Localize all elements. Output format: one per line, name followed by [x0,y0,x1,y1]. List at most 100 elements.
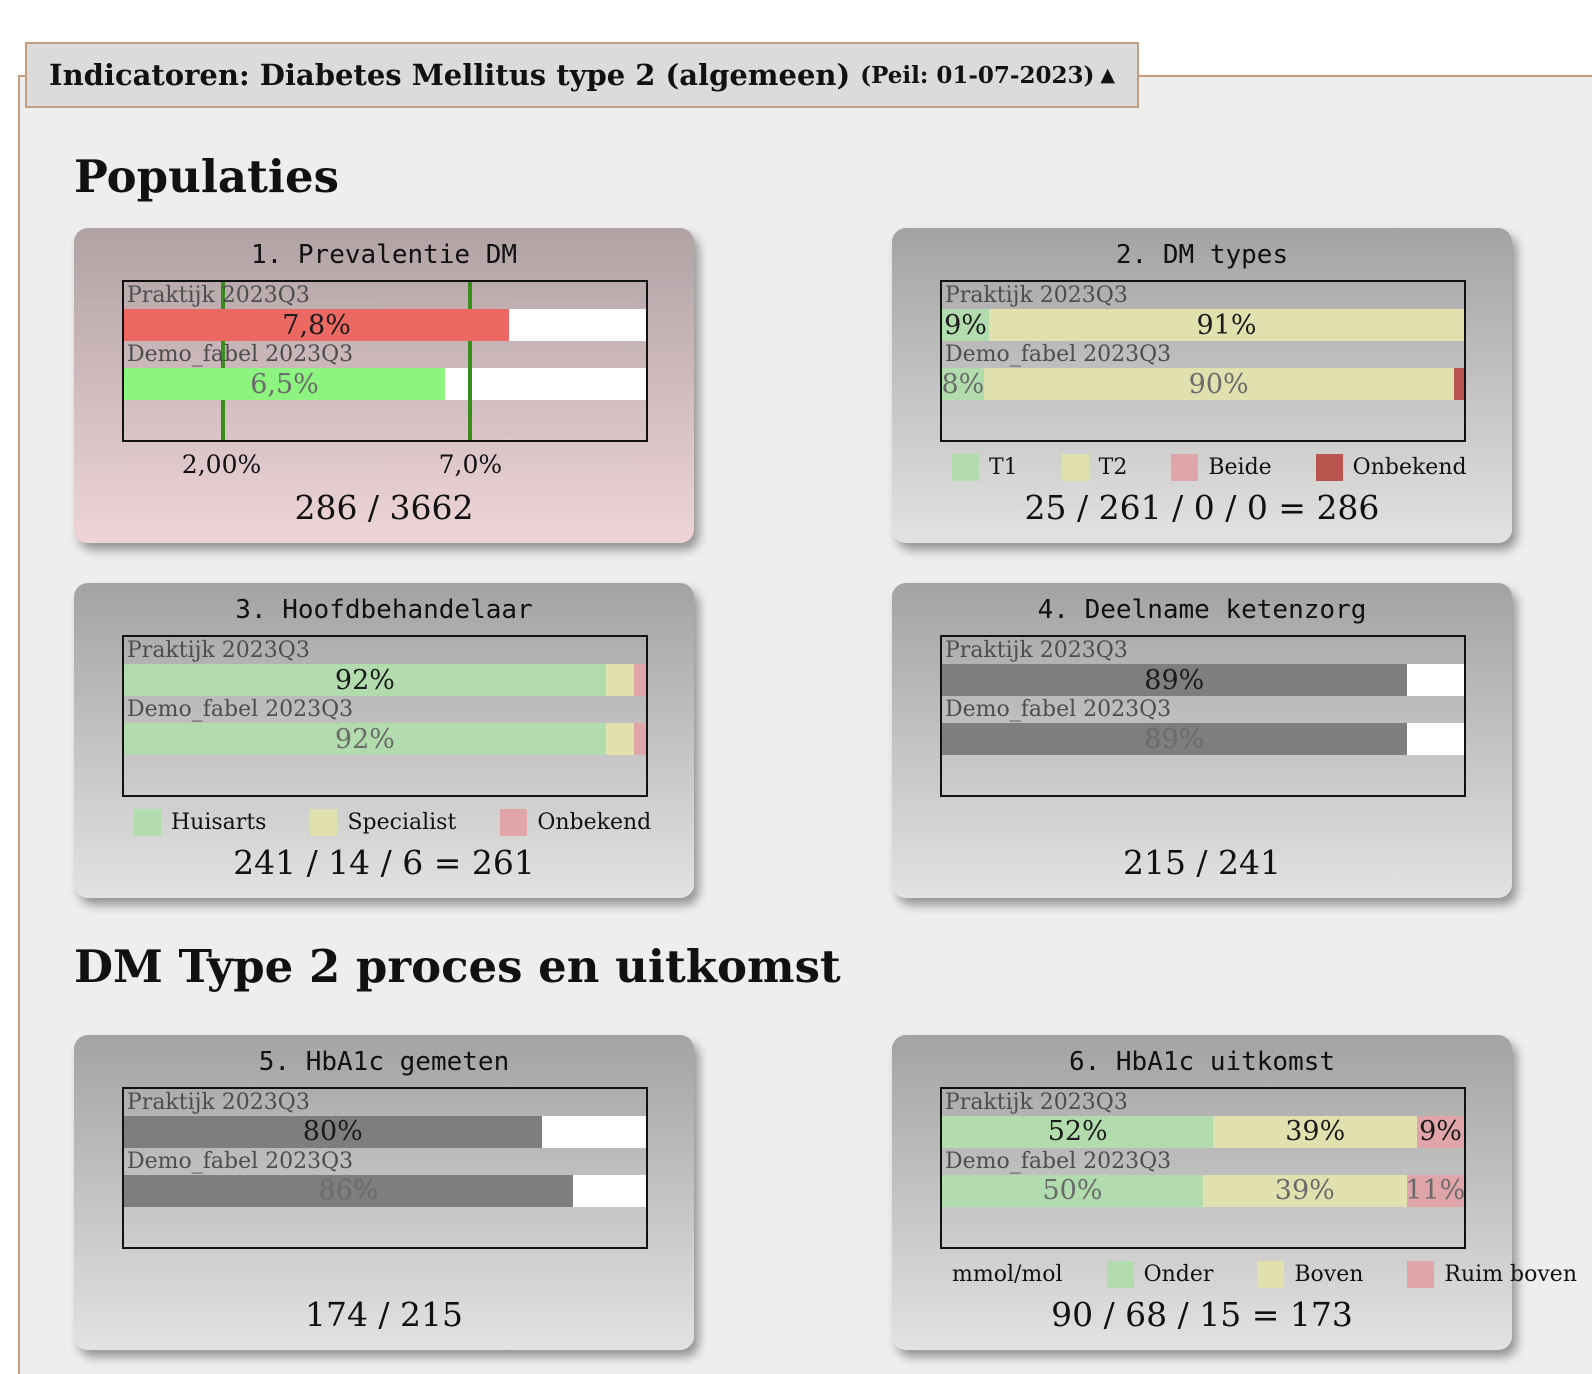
card-2-dm-types: 2. DM types Praktijk 2023Q3 9% 91% Demo_fabe… [892,228,1512,544]
card-title: 4. Deelname ketenzorg [1037,595,1367,626]
series-label: Demo_fabel 2023Q3 [127,342,354,368]
bar-track: 9% 91% [942,309,1464,342]
bar-fills: 52% 39% 9% [942,1115,1464,1148]
series-label: Praktijk 2023Q3 [127,283,310,309]
legend-swatch [310,809,338,837]
card-total-value: 215 / 241 [1122,843,1282,883]
bar-track: 52% 39% 9% [942,1115,1464,1148]
cards-row: 3. Hoofdbehandelaar Praktijk 2023Q3 92% Dem… [74,583,1592,899]
legend-item-onbekend: Onbekend [1315,454,1467,482]
series-label: Demo_fabel 2023Q3 [945,342,1172,368]
bar-fills: 80% [124,1115,646,1148]
series-label: Demo_fabel 2023Q3 [127,697,354,723]
legend-swatch [1106,1260,1134,1288]
card-1-prevalentie-dm: 1. Prevalentie DM Praktijk 2023Q3 7,8% Demo… [74,228,694,544]
threshold-line [220,282,225,441]
card-title: 2. DM types [1115,240,1289,271]
bar-segment: 39% [1213,1115,1418,1148]
section-heading: DM Type 2 proces en uitkomst [74,940,841,994]
legend-swatch [1407,1260,1435,1288]
bar-segment [605,664,634,697]
series-label: Praktijk 2023Q3 [127,638,310,664]
card-title: 6. HbA1c uitkomst [1068,1046,1336,1077]
legend-swatch [1171,454,1199,482]
bar-track: 89% [942,664,1464,697]
bar-track: 7,8% [124,309,646,342]
bar-track: 6,5% [124,368,646,401]
panel-header-toggle[interactable]: Indicatoren: Diabetes Mellitus type 2 (a… [25,42,1139,108]
card-total-value: 174 / 215 [304,1294,464,1334]
legend-item-specialist: Specialist [310,809,457,837]
legend-swatch [134,809,161,837]
legend-item-boven: Boven [1257,1260,1364,1288]
bar-segment: 91% [988,309,1464,342]
bar-segment: 86% [124,1174,573,1207]
legend-label: Ruim boven [1444,1261,1577,1287]
bar-segment: 7,8% [124,309,510,342]
bar-segment: 8% [941,368,985,401]
bar-fills: 6,5% [124,368,646,401]
legend-label: Boven [1294,1261,1364,1287]
panel-title: Indicatoren: Diabetes Mellitus type 2 (a… [49,58,851,92]
card-total-value: 241 / 14 / 6 = 261 [233,843,535,883]
card-3-hoofdbehandelaar: 3. Hoofdbehandelaar Praktijk 2023Q3 92% Dem… [74,583,694,899]
bar-segment: 6,5% [124,368,445,401]
bar-fills: 86% [124,1174,646,1207]
series-label: Praktijk 2023Q3 [945,638,1128,664]
card-title: 1. Prevalentie DM [250,240,518,271]
bar-fills: 8% 90% [941,368,1464,401]
section-heading: Populaties [74,150,339,203]
legend-label: Huisarts [171,810,267,836]
legend-swatch [952,454,979,482]
bar-segment: 50% [942,1174,1203,1207]
legend-item-huisarts: Huisarts [134,809,267,837]
bar-track: 80% [124,1115,646,1148]
legend-swatch [1257,1260,1285,1288]
cards-row: 1. Prevalentie DM Praktijk 2023Q3 7,8% Demo… [74,228,1592,544]
chart-legend: T1 T2 Beide Onbekend [952,454,1512,482]
bar-segment: 89% [942,664,1407,697]
bar-segment [633,664,646,697]
section-dm-type-2-proces-en-uitkomst: DM Type 2 proces en uitkomst 5. HbA1c gem… [74,898,1592,1350]
legend-label: Onder [1143,1261,1214,1287]
section-populaties: Populaties 1. Prevalentie DM Praktijk 2023… [74,77,1592,899]
card-total-value: 286 / 3662 [294,488,474,528]
legend-label: Specialist [347,810,457,836]
legend-swatch [1061,454,1089,482]
card-6-hba1c-uitkomst: 6. HbA1c uitkomst Praktijk 2023Q3 52% 39% 9%… [892,1034,1577,1350]
card-total-value: 90 / 68 / 15 = 173 [1051,1294,1353,1334]
chart-legend: Huisarts Specialist Onbekend [134,809,694,837]
card-5-hba1c-gemeten: 5. HbA1c gemeten Praktijk 2023Q3 80% Demo_f… [74,1034,694,1350]
bar-segment: 39% [1203,1174,1407,1207]
legend-item-ruim-boven: Ruim boven [1407,1260,1577,1288]
bar-segment: 9% [942,309,989,342]
card-4-deelname-ketenzorg: 4. Deelname ketenzorg Praktijk 2023Q3 89% D… [892,583,1512,899]
bar-track: 8% 90% [941,368,1464,401]
bar-track: 92% [124,664,646,697]
bar-fills: 89% [942,664,1464,697]
bar-fills: 50% 39% 11% [942,1174,1466,1207]
card-chart: Praktijk 2023Q3 92% Demo_fabel 2023Q3 92% [122,635,648,798]
bar-track: 92% [124,723,646,756]
axis-ticks: 2,00% 7,0% [122,450,648,482]
chart-legend: mmol/mol Onder Boven Ruim boven [952,1260,1577,1288]
legend-label: Beide [1208,455,1272,481]
series-label: Praktijk 2023Q3 [945,283,1128,309]
series-label: Praktijk 2023Q3 [945,1089,1128,1115]
sections-container: Populaties 1. Prevalentie DM Praktijk 2023… [74,77,1592,1350]
panel-content: Populaties 1. Prevalentie DM Praktijk 2023… [20,77,1592,1350]
bar-fills: 89% [942,723,1464,756]
bar-segment: 11% [1405,1174,1466,1207]
card-title: 3. Hoofdbehandelaar [235,595,533,626]
card-chart: Praktijk 2023Q3 80% Demo_fabel 2023Q3 86% [122,1086,648,1249]
legend-unit-label: mmol/mol [952,1261,1063,1287]
series-label: Demo_fabel 2023Q3 [945,1148,1172,1174]
card-chart: Praktijk 2023Q3 7,8% Demo_fabel 2023Q3 6,5% [122,280,648,443]
card-chart: Praktijk 2023Q3 9% 91% Demo_fabel 2023Q3 8% 9… [940,280,1466,443]
legend-label: Onbekend [1352,455,1467,481]
bar-segment: 52% [942,1115,1214,1148]
bar-segment: 9% [1417,1115,1464,1148]
bar-segment: 80% [124,1115,542,1148]
card-chart: Praktijk 2023Q3 52% 39% 9% Demo_fabel 2023Q3… [940,1086,1466,1249]
collapse-arrow-icon[interactable]: ▲ [1100,64,1115,86]
